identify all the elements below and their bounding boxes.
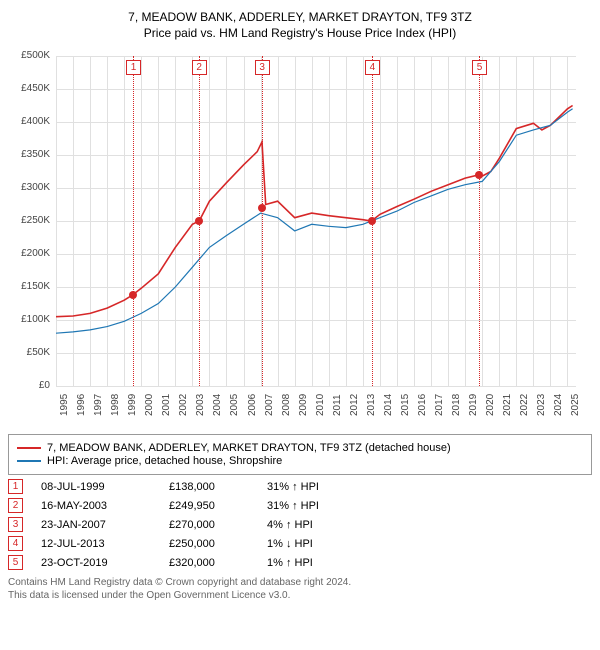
- tx-date: 23-JAN-2007: [41, 519, 151, 531]
- x-axis-label: 2012: [349, 394, 360, 416]
- transactions-table: 108-JUL-1999£138,00031% ↑ HPI216-MAY-200…: [8, 479, 592, 570]
- x-axis-label: 1997: [93, 394, 104, 416]
- legend-swatch: [17, 447, 41, 449]
- table-row: 2 16-MAY-2003 £249,950 31% ↑ HPI: [8, 498, 592, 513]
- y-axis-label: £400K: [8, 116, 50, 127]
- y-axis-label: £100K: [8, 314, 50, 325]
- transaction-point: [129, 291, 137, 299]
- tx-price: £138,000: [169, 481, 249, 493]
- x-axis-label: 2025: [570, 394, 581, 416]
- table-row: 5 23-OCT-2019 £320,000 1% ↑ HPI: [8, 555, 592, 570]
- x-axis-label: 2005: [229, 394, 240, 416]
- x-axis-label: 2011: [332, 394, 343, 416]
- x-axis-label: 2013: [366, 394, 377, 416]
- tx-pct: 4% ↑ HPI: [267, 519, 357, 531]
- x-axis-label: 2017: [434, 394, 445, 416]
- transaction-marker: 3: [255, 60, 270, 75]
- tx-date: 23-OCT-2019: [41, 557, 151, 569]
- x-axis-label: 2007: [264, 394, 275, 416]
- x-axis-label: 2019: [468, 394, 479, 416]
- page-title: 7, MEADOW BANK, ADDERLEY, MARKET DRAYTON…: [8, 10, 592, 24]
- y-axis-label: £350K: [8, 149, 50, 160]
- footnote: Contains HM Land Registry data © Crown c…: [8, 576, 592, 602]
- transaction-line: [262, 56, 263, 386]
- x-axis-label: 2014: [383, 394, 394, 416]
- x-axis-label: 2024: [553, 394, 564, 416]
- x-axis-label: 1996: [76, 394, 87, 416]
- transaction-marker: 1: [126, 60, 141, 75]
- transaction-marker: 5: [472, 60, 487, 75]
- x-axis-label: 1995: [59, 394, 70, 416]
- transaction-line: [133, 56, 134, 386]
- tx-date: 16-MAY-2003: [41, 500, 151, 512]
- x-axis-label: 1999: [127, 394, 138, 416]
- x-axis-label: 2004: [212, 394, 223, 416]
- y-axis-label: £250K: [8, 215, 50, 226]
- price-chart: £0 £50K £100K £150K £200K £250K £300K £350K £400…: [8, 48, 592, 428]
- tx-date: 08-JUL-1999: [41, 481, 151, 493]
- transaction-marker: 5: [8, 555, 23, 570]
- legend: 7, MEADOW BANK, ADDERLEY, MARKET DRAYTON…: [8, 434, 592, 475]
- x-axis-label: 2018: [451, 394, 462, 416]
- tx-price: £320,000: [169, 557, 249, 569]
- y-axis-label: £50K: [8, 347, 50, 358]
- y-axis-label: £500K: [8, 50, 50, 61]
- transaction-point: [368, 217, 376, 225]
- x-axis-label: 2009: [298, 394, 309, 416]
- transaction-point: [258, 204, 266, 212]
- page-subtitle: Price paid vs. HM Land Registry's House …: [8, 26, 592, 40]
- transaction-marker: 3: [8, 517, 23, 532]
- table-row: 3 23-JAN-2007 £270,000 4% ↑ HPI: [8, 517, 592, 532]
- table-row: 1 08-JUL-1999 £138,000 31% ↑ HPI: [8, 479, 592, 494]
- y-axis-label: £0: [8, 380, 50, 391]
- tx-pct: 31% ↑ HPI: [267, 500, 357, 512]
- x-axis-label: 2015: [400, 394, 411, 416]
- tx-price: £270,000: [169, 519, 249, 531]
- tx-price: £250,000: [169, 538, 249, 550]
- transaction-point: [195, 217, 203, 225]
- tx-date: 12-JUL-2013: [41, 538, 151, 550]
- x-axis-label: 2008: [281, 394, 292, 416]
- transaction-marker: 2: [8, 498, 23, 513]
- table-row: 4 12-JUL-2013 £250,000 1% ↓ HPI: [8, 536, 592, 551]
- transaction-marker: 1: [8, 479, 23, 494]
- tx-pct: 31% ↑ HPI: [267, 481, 357, 493]
- x-axis-label: 2022: [519, 394, 530, 416]
- tx-pct: 1% ↑ HPI: [267, 557, 357, 569]
- x-axis-label: 2006: [247, 394, 258, 416]
- tx-pct: 1% ↓ HPI: [267, 538, 357, 550]
- x-axis-label: 2023: [536, 394, 547, 416]
- legend-item-hpi: HPI: Average price, detached house, Shro…: [17, 455, 583, 467]
- x-axis-label: 1998: [110, 394, 121, 416]
- legend-item-property: 7, MEADOW BANK, ADDERLEY, MARKET DRAYTON…: [17, 442, 583, 454]
- transaction-line: [479, 56, 480, 386]
- x-axis-label: 2020: [485, 394, 496, 416]
- tx-price: £249,950: [169, 500, 249, 512]
- x-axis-label: 2001: [161, 394, 172, 416]
- x-axis-label: 2021: [502, 394, 513, 416]
- legend-swatch: [17, 460, 41, 462]
- x-axis-label: 2002: [178, 394, 189, 416]
- legend-label: HPI: Average price, detached house, Shro…: [47, 455, 282, 467]
- y-axis-label: £150K: [8, 281, 50, 292]
- y-axis-label: £200K: [8, 248, 50, 259]
- x-axis-label: 2000: [144, 394, 155, 416]
- x-axis-label: 2010: [315, 394, 326, 416]
- legend-label: 7, MEADOW BANK, ADDERLEY, MARKET DRAYTON…: [47, 442, 451, 454]
- y-axis-label: £300K: [8, 182, 50, 193]
- y-axis-label: £450K: [8, 83, 50, 94]
- x-axis-label: 2016: [417, 394, 428, 416]
- transaction-point: [475, 171, 483, 179]
- x-axis-label: 2003: [195, 394, 206, 416]
- transaction-marker: 4: [365, 60, 380, 75]
- transaction-marker: 4: [8, 536, 23, 551]
- transaction-marker: 2: [192, 60, 207, 75]
